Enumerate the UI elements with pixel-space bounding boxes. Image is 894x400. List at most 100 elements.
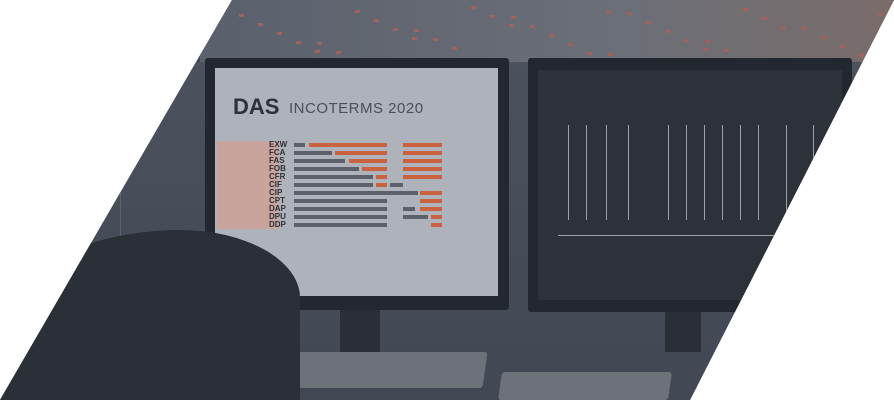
incoterm-label: FOB — [269, 164, 286, 173]
map-marker — [762, 17, 767, 20]
wall-map — [200, 0, 894, 62]
map-marker — [665, 30, 670, 33]
schematic-line — [740, 125, 741, 220]
map-marker — [220, 5, 225, 8]
map-marker — [239, 14, 244, 17]
schematic-line — [704, 125, 705, 220]
person-silhouette — [0, 230, 300, 400]
poster-row-label — [217, 189, 279, 197]
map-marker — [277, 32, 282, 35]
schematic-line — [568, 125, 569, 220]
map-marker — [412, 37, 417, 40]
monitor-stand — [340, 310, 380, 360]
schematic-line — [628, 125, 629, 220]
map-marker — [452, 47, 457, 50]
schematic-line — [606, 125, 607, 220]
map-marker — [859, 54, 864, 57]
poster-row-label — [217, 141, 279, 149]
poster-row-label — [217, 173, 279, 181]
map-marker — [743, 8, 748, 11]
map-marker — [568, 43, 573, 46]
map-marker — [414, 29, 419, 32]
keyboard-right — [498, 372, 672, 400]
incoterm-label: CIF — [269, 180, 282, 189]
incoterm-label: CFR — [269, 172, 286, 181]
schematic-line — [586, 125, 587, 220]
right-monitor — [528, 58, 852, 312]
poster-bar — [403, 215, 428, 219]
map-marker — [509, 24, 514, 27]
incoterm-label: DDP — [269, 220, 286, 229]
incoterm-label: CPT — [269, 196, 285, 205]
schematic-line — [668, 125, 669, 220]
poster-bar — [390, 183, 403, 187]
schematic-line — [758, 125, 759, 220]
map-marker — [374, 19, 379, 22]
poster-bar — [294, 151, 332, 155]
poster-bar — [403, 151, 442, 155]
map-marker — [587, 52, 592, 55]
map-marker — [705, 40, 710, 43]
poster-bar — [403, 143, 442, 147]
poster-bar — [403, 207, 415, 211]
map-marker — [317, 42, 322, 45]
poster-bar — [294, 175, 373, 179]
poster-bar — [431, 223, 442, 227]
poster-bar — [294, 191, 418, 195]
poster-bar — [294, 143, 305, 147]
poster-bar — [431, 215, 442, 219]
map-marker — [821, 36, 826, 39]
map-marker — [258, 23, 263, 26]
map-marker — [606, 11, 611, 14]
map-marker — [802, 27, 807, 30]
poster-bar — [294, 215, 387, 219]
incoterms-poster: DAS INCOTERMS 2020 EXW FCA FAS FOB CFR CIF CIP… — [215, 68, 498, 296]
incoterm-label: DPU — [269, 212, 286, 221]
poster-row-label — [217, 221, 279, 229]
poster-row-label — [217, 149, 279, 157]
incoterm-label: FAS — [269, 156, 285, 165]
incoterm-label: FCA — [269, 148, 286, 157]
poster-bar — [349, 159, 387, 163]
poster-bar — [294, 199, 387, 203]
map-marker — [781, 26, 786, 29]
map-marker — [608, 53, 613, 56]
schematic-line — [813, 125, 814, 220]
map-marker — [471, 6, 476, 9]
poster-row-label — [217, 205, 279, 213]
poster-bar — [403, 175, 442, 179]
map-marker — [336, 51, 341, 54]
monitor-stand-right — [665, 312, 701, 352]
poster-row-label — [217, 181, 279, 189]
map-marker — [530, 25, 535, 28]
schematic-line — [722, 125, 723, 220]
poster-bar — [294, 207, 387, 211]
poster-bar — [403, 167, 442, 171]
incoterm-label: EXW — [269, 140, 288, 149]
poster-bar — [420, 207, 442, 211]
map-marker — [724, 49, 729, 52]
map-marker — [703, 48, 708, 51]
poster-bar — [294, 183, 373, 187]
map-marker — [315, 50, 320, 53]
poster-bar — [294, 223, 387, 227]
map-marker — [433, 38, 438, 41]
map-marker — [878, 13, 883, 16]
map-marker — [511, 16, 516, 19]
map-marker — [840, 45, 845, 48]
incoterm-label: CIP — [269, 188, 283, 197]
schematic-bus — [558, 235, 828, 236]
poster-row-label — [217, 213, 279, 221]
map-marker — [490, 15, 495, 18]
schematic-line — [686, 125, 687, 220]
poster-bar — [376, 175, 387, 179]
poster-bar — [376, 183, 387, 187]
schematic-screen — [538, 70, 842, 300]
map-marker — [296, 41, 301, 44]
poster-bar — [362, 167, 387, 171]
schematic-line — [786, 125, 787, 220]
map-marker — [355, 10, 360, 13]
poster-bar — [420, 199, 442, 203]
